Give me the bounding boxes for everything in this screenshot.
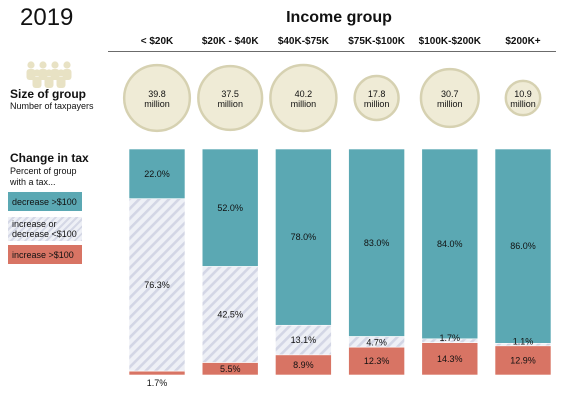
chart-title: Income group [286,9,392,26]
group-size-bubble [122,63,192,133]
group-size-value: 37.5 [221,89,239,99]
data-label: 83.0% [364,238,390,248]
category-label: < $20K [141,36,174,47]
bar-segment [201,266,259,363]
change-section-subtitle-line1: Percent of group [10,166,77,176]
category-label: $20K - $40K [202,36,259,47]
legend-increase-label: increase >$100 [12,249,74,260]
group-size-unit: million [510,99,536,109]
data-label: 52.0% [217,203,243,213]
group-size-unit: million [437,99,463,109]
legend-decrease-label: decrease >$100 [12,196,77,207]
group-size-value: 39.8 [148,89,166,99]
data-label: 1.7% [147,378,168,388]
data-label: 84.0% [437,239,463,249]
title-divider [108,51,556,52]
data-label: 12.9% [510,355,536,365]
legend-decrease: decrease >$100 [8,192,82,211]
legend-mid-line1: increase or [12,219,57,229]
bar-segment [275,324,332,356]
group-size-unit: million [364,99,390,109]
category-label: $75K-$100K [348,36,405,47]
change-section-subtitle-line2: with a tax... [10,177,56,187]
year-label: 2019 [20,4,74,31]
group-size-unit: million [291,99,317,109]
bar-segment [275,148,332,326]
group-size-bubble [504,79,542,117]
bar-segment [201,362,259,376]
category-label: $100K-$200K [419,36,482,47]
bar-segment [201,148,259,267]
bar-segment [348,148,405,337]
group-size-value: 10.9 [514,89,532,99]
group-size-unit: million [217,99,243,109]
bar-segment [494,345,552,376]
size-section-subtitle: Number of taxpayers [10,101,94,111]
legend-mid: increase or decrease <$100 [8,217,82,241]
size-section-title: Size of group [10,87,86,101]
people-group-icon [26,61,72,88]
group-size-bubble [269,63,338,133]
group-size-value: 30.7 [441,89,459,99]
bar-segment [421,342,479,376]
change-section-title: Change in tax [10,151,89,165]
bar-segment [275,354,332,376]
bar-segment [348,346,405,376]
bar-segment [421,148,479,340]
bar-segment [128,148,186,200]
data-label: 8.9% [293,360,314,370]
data-label: 5.5% [220,364,241,374]
data-label: 4.7% [366,338,387,348]
legend-mid-label: increase or decrease <$100 [12,219,77,239]
bar-segment [128,370,186,376]
data-label: 14.3% [437,354,463,364]
legend-mid-line2: decrease <$100 [12,229,77,239]
group-size-unit: million [144,99,170,109]
category-label: $40K-$75K [278,36,330,47]
data-label: 86.0% [510,241,536,251]
category-label: $200K+ [505,36,540,47]
group-size-value: 40.2 [295,89,313,99]
data-label: 78.0% [291,232,317,242]
data-label: 1.1% [513,336,534,346]
group-size-bubble [197,64,264,132]
group-size-value: 17.8 [368,89,386,99]
legend-increase: increase >$100 [8,245,82,264]
data-label: 1.7% [440,333,461,343]
group-size-bubble [419,67,480,129]
data-label: 22.0% [144,169,170,179]
group-size-bubble [353,74,400,122]
data-label: 42.5% [217,310,243,320]
data-label: 76.3% [144,280,170,290]
bar-segment [128,198,186,372]
data-label: 13.1% [291,335,317,345]
data-label: 12.3% [364,356,390,366]
bar-segment [494,148,552,344]
